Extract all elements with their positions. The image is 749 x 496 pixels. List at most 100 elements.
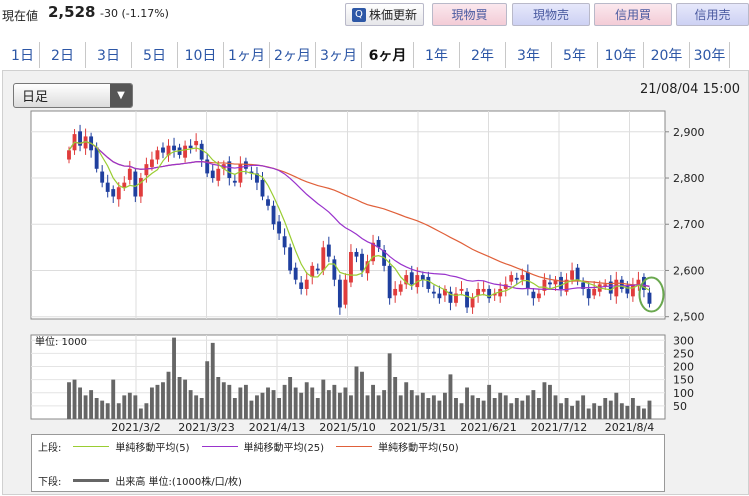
volume-bar (149, 387, 154, 419)
candle-body (127, 168, 132, 180)
margin-sell-button[interactable]: 信用売 (676, 3, 749, 26)
chart-datetime: 21/08/04 15:00 (640, 82, 740, 97)
volume-bar (210, 342, 215, 419)
volume-bar (199, 398, 204, 419)
candle-body (642, 276, 646, 290)
candle-body (343, 279, 348, 305)
candle-body (122, 182, 127, 188)
volume-bar (161, 382, 165, 419)
candle-body (199, 143, 204, 160)
candle-body (138, 178, 143, 197)
current-price-label: 現在値 (2, 9, 39, 23)
price-tick-label: 2,900 (673, 126, 705, 139)
volume-bar (116, 403, 121, 419)
volume-bar (205, 361, 210, 419)
legend-lower-label: 下段: (38, 477, 62, 488)
cash-buy-button[interactable]: 現物買 (432, 3, 507, 26)
candle-body (326, 244, 331, 257)
volume-bar (166, 371, 171, 419)
candle-body (514, 277, 519, 280)
tab-period-5[interactable]: 1ヶ月 (224, 42, 270, 68)
candle-body (431, 291, 436, 294)
cash-sell-button[interactable]: 現物売 (512, 3, 590, 26)
price-tick-label: 2,700 (673, 218, 705, 231)
tab-period-3[interactable]: 5日 (132, 42, 178, 68)
volume-tick-label: 50 (673, 400, 687, 413)
candle-body (536, 293, 541, 299)
volume-bar (608, 400, 613, 419)
volume-bar (476, 398, 481, 419)
price-change: -30 (-1.17%) (100, 7, 169, 20)
volume-bar (625, 405, 630, 419)
candle-body (172, 145, 176, 151)
candle-body (337, 279, 342, 308)
volume-bar (514, 398, 519, 419)
candle-body (393, 288, 398, 296)
tab-period-14[interactable]: 20年 (644, 42, 690, 68)
candle-body (503, 284, 508, 289)
ma5-line (68, 140, 650, 299)
candle-body (111, 189, 116, 197)
refresh-price-label: 株価更新 (368, 8, 417, 22)
candle-body (216, 168, 221, 181)
candle-body (581, 282, 586, 289)
volume-bar (89, 390, 94, 419)
volume-bar (503, 395, 508, 419)
volume-bar (249, 400, 254, 419)
candle-body (426, 276, 431, 289)
chart-interval-value: 日足 (22, 90, 49, 105)
chart-interval-select[interactable]: 日足 ▼ (13, 83, 133, 108)
volume-tick-label: 250 (673, 347, 694, 360)
tab-period-8[interactable]: 6ヶ月 (362, 42, 414, 68)
x-tick-label: 2021/3/23 (178, 421, 234, 434)
candle-body (116, 187, 121, 200)
tab-period-12[interactable]: 5年 (552, 42, 598, 68)
tab-period-10[interactable]: 2年 (460, 42, 506, 68)
tab-period-4[interactable]: 10日 (178, 42, 224, 68)
tab-period-1[interactable]: 2日 (40, 42, 86, 68)
candle-body (459, 288, 464, 291)
tab-period-2[interactable]: 3日 (86, 42, 132, 68)
candle-body (232, 180, 237, 183)
candle-body (442, 288, 447, 296)
tab-period-15[interactable]: 30年 (690, 42, 730, 68)
tab-period-11[interactable]: 3年 (506, 42, 552, 68)
candle-body (304, 279, 309, 289)
tab-period-6[interactable]: 2ヶ月 (270, 42, 316, 68)
candle-body (492, 293, 497, 296)
refresh-price-button[interactable]: Q 株価更新 (345, 3, 424, 26)
tab-period-9[interactable]: 1年 (414, 42, 460, 68)
volume-tick-label: 150 (673, 374, 694, 387)
volume-bar (393, 377, 398, 419)
volume-bar (360, 371, 364, 419)
volume-bar (354, 366, 359, 419)
volume-bar (194, 395, 199, 419)
volume-bar (559, 403, 563, 419)
volume-bar (332, 384, 337, 419)
candle-body (277, 221, 282, 234)
volume-bar (509, 403, 514, 419)
candle-body (349, 251, 353, 283)
volume-bar (465, 387, 469, 419)
tab-period-0[interactable]: 1日 (6, 42, 40, 68)
tab-period-13[interactable]: 10年 (598, 42, 644, 68)
tab-period-7[interactable]: 3ヶ月 (316, 42, 362, 68)
candle-body (398, 284, 403, 292)
x-tick-label: 2021/8/4 (605, 421, 654, 434)
candle-body (630, 284, 635, 297)
volume-bar (426, 398, 431, 419)
candle-body (266, 199, 270, 206)
volume-tick-label: 200 (673, 361, 694, 374)
candle-body (481, 288, 486, 292)
candle-body (520, 275, 525, 280)
volume-bar (420, 392, 425, 419)
volume-bar (575, 400, 580, 419)
volume-bar (553, 395, 558, 419)
candle-body (365, 261, 370, 274)
candle-body (465, 291, 469, 308)
candle-body (420, 275, 425, 280)
margin-buy-button[interactable]: 信用買 (594, 3, 672, 26)
volume-bar (371, 384, 375, 419)
candle-body (448, 291, 453, 303)
candle-body (575, 267, 580, 280)
